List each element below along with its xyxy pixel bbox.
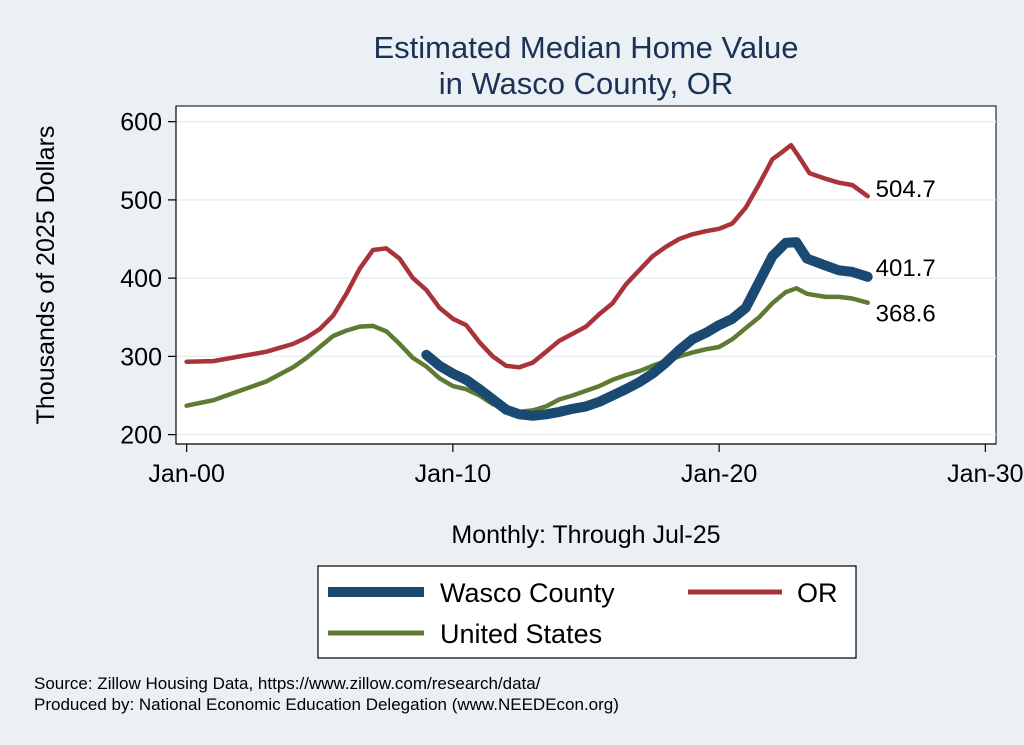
legend-label-us: United States (440, 619, 602, 649)
legend-box (317, 565, 857, 659)
series-lines (184, 142, 873, 421)
y-tick-label: 600 (120, 109, 162, 137)
legend: Wasco County OR United States (317, 565, 857, 659)
series-line-or (184, 142, 870, 370)
legend-label-wasco: Wasco County (440, 578, 615, 608)
producer-note: Produced by: National Economic Education… (34, 695, 619, 714)
x-axis-title: Monthly: Through Jul-25 (451, 521, 720, 549)
y-axis-title: Thousands of 2025 Dollars (32, 126, 60, 425)
end-labels: 401.7 504.7 368.6 (876, 176, 936, 327)
plot-area (175, 105, 997, 445)
axes: 200 300 400 500 600 Jan-00 Jan-10 Jan-20 Jan-30 (120, 106, 1024, 488)
series-line-wasco-county (421, 237, 873, 421)
end-label-united-states: 368.6 (876, 301, 936, 328)
y-tick-label: 200 (120, 422, 162, 450)
end-label-or: 504.7 (876, 176, 936, 203)
series-line-united-states (184, 286, 870, 415)
chart-title-line-1: Estimated Median Home Value (373, 30, 798, 65)
end-label-wasco-county: 401.7 (876, 255, 936, 282)
legend-label-or: OR (797, 578, 838, 608)
x-tick-label: Jan-10 (415, 460, 491, 488)
x-tick-label: Jan-30 (947, 460, 1023, 488)
x-tick-label: Jan-20 (681, 460, 757, 488)
y-tick-label: 500 (120, 187, 162, 215)
x-tick-label: Jan-00 (148, 460, 224, 488)
grid-lines (176, 120, 996, 436)
chart-title-line-2: in Wasco County, OR (439, 66, 734, 101)
y-tick-label: 400 (120, 265, 162, 293)
source-note: Source: Zillow Housing Data, https://www… (34, 674, 541, 693)
y-tick-label: 300 (120, 343, 162, 371)
